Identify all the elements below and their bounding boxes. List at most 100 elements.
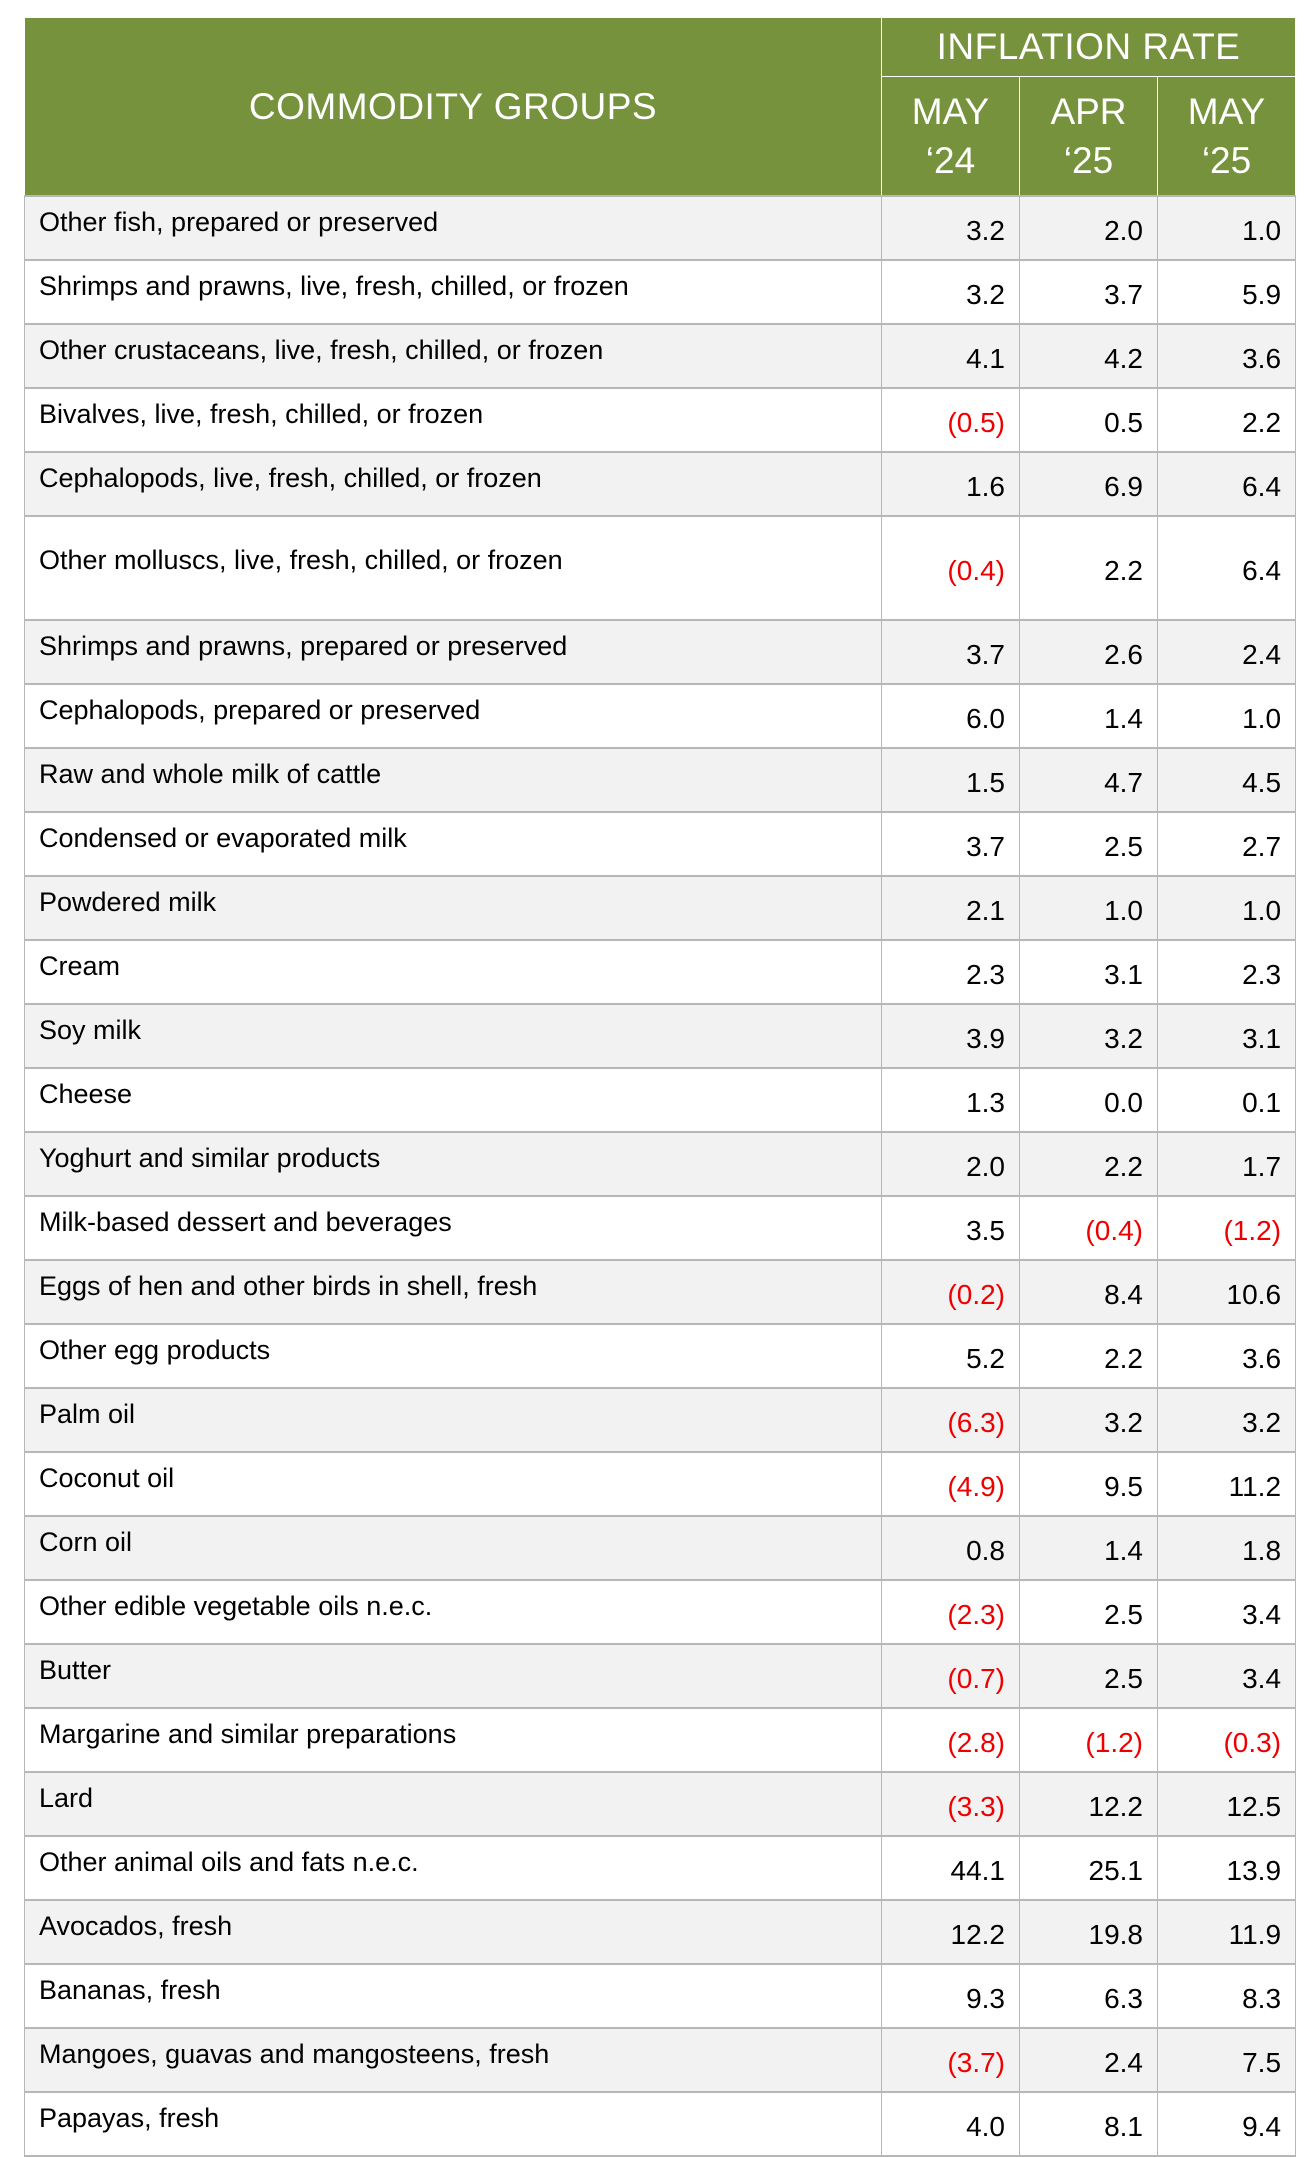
inflation-value: 2.7 [1156, 811, 1297, 877]
inflation-value: (4.9) [881, 1451, 1020, 1517]
inflation-value: 4.2 [1019, 323, 1158, 389]
inflation-value: 2.6 [1019, 619, 1158, 685]
inflation-value: (2.3) [881, 1579, 1020, 1645]
commodity-name: Other fish, prepared or preserved [24, 195, 882, 261]
inflation-value: 2.2 [1019, 515, 1158, 621]
inflation-value: 2.4 [1019, 2027, 1158, 2093]
inflation-value: 4.0 [881, 2091, 1020, 2157]
table-row: Bivalves, live, fresh, chilled, or froze… [24, 387, 1297, 453]
table-row: Lard (3.3) 12.2 12.5 [24, 1771, 1297, 1837]
period-month: MAY [1187, 91, 1266, 132]
commodity-name: Condensed or evaporated milk [24, 811, 882, 877]
commodity-name: Yoghurt and similar products [24, 1131, 882, 1197]
commodity-name: Cephalopods, live, fresh, chilled, or fr… [24, 451, 882, 517]
commodity-name: Other animal oils and fats n.e.c. [24, 1835, 882, 1901]
commodity-name: Avocados, fresh [24, 1899, 882, 1965]
inflation-value: 3.6 [1156, 1323, 1297, 1389]
table-row: Coconut oil (4.9) 9.5 11.2 [24, 1451, 1297, 1517]
commodity-name: Eggs of hen and other birds in shell, fr… [24, 1259, 882, 1325]
commodity-name: Milk-based dessert and beverages [24, 1195, 882, 1261]
inflation-value: 25.1 [1019, 1835, 1158, 1901]
inflation-value: 1.7 [1156, 1131, 1297, 1197]
inflation-value: 11.2 [1156, 1451, 1297, 1517]
inflation-value: 3.5 [881, 1195, 1020, 1261]
inflation-value: 1.8 [1156, 1515, 1297, 1581]
commodity-name: Other edible vegetable oils n.e.c. [24, 1579, 882, 1645]
inflation-value: 1.6 [881, 451, 1020, 517]
table-row: Cream 2.3 3.1 2.3 [24, 939, 1297, 1005]
inflation-value: 5.2 [881, 1323, 1020, 1389]
inflation-value: 6.3 [1019, 1963, 1158, 2029]
commodity-name: Other egg products [24, 1323, 882, 1389]
inflation-value: 3.1 [1156, 1003, 1297, 1069]
commodity-name: Powdered milk [24, 875, 882, 941]
table-row: Palm oil (6.3) 3.2 3.2 [24, 1387, 1297, 1453]
table-row: Other molluscs, live, fresh, chilled, or… [24, 515, 1297, 621]
commodity-name: Cephalopods, prepared or preserved [24, 683, 882, 749]
inflation-value: 8.3 [1156, 1963, 1297, 2029]
commodity-name: Soy milk [24, 1003, 882, 1069]
table-row: Other animal oils and fats n.e.c. 44.1 25.… [24, 1835, 1297, 1901]
inflation-value: 7.5 [1156, 2027, 1297, 2093]
table-row: Avocados, fresh 12.2 19.8 11.9 [24, 1899, 1297, 1965]
inflation-value: 0.5 [1019, 387, 1158, 453]
table-row: Yoghurt and similar products 2.0 2.2 1.7 [24, 1131, 1297, 1197]
inflation-value: 3.2 [1019, 1387, 1158, 1453]
inflation-value: 1.5 [881, 747, 1020, 813]
commodity-name: Papayas, fresh [24, 2091, 882, 2157]
inflation-value: 3.1 [1019, 939, 1158, 1005]
table-header: COMMODITY GROUPS INFLATION RATE MAY ‘24 … [24, 17, 1297, 197]
inflation-value: 5.9 [1156, 259, 1297, 325]
inflation-value: 3.7 [1019, 259, 1158, 325]
commodity-name: Other crustaceans, live, fresh, chilled,… [24, 323, 882, 389]
inflation-value: 11.9 [1156, 1899, 1297, 1965]
inflation-table-container: COMMODITY GROUPS INFLATION RATE MAY ‘24 … [24, 17, 1297, 2157]
inflation-value: 2.4 [1156, 619, 1297, 685]
table-row: Margarine and similar preparations (2.8)(… [24, 1707, 1297, 1773]
inflation-rate-header: INFLATION RATE [880, 17, 1297, 77]
inflation-value: (0.5) [881, 387, 1020, 453]
inflation-value: 19.8 [1019, 1899, 1158, 1965]
inflation-value: 3.6 [1156, 323, 1297, 389]
table-row: Cephalopods, live, fresh, chilled, or fr… [24, 451, 1297, 517]
commodity-name: Bivalves, live, fresh, chilled, or froze… [24, 387, 882, 453]
commodity-name: Cream [24, 939, 882, 1005]
period-month: APR [1050, 91, 1127, 132]
inflation-value: 6.0 [881, 683, 1020, 749]
table-row: Papayas, fresh 4.0 8.1 9.4 [24, 2091, 1297, 2157]
table-body: Other fish, prepared or preserved 3.2 2.0 1… [24, 195, 1297, 2157]
inflation-value: 2.3 [1156, 939, 1297, 1005]
inflation-value: 1.0 [1156, 683, 1297, 749]
inflation-value: 3.9 [881, 1003, 1020, 1069]
inflation-value: (1.2) [1019, 1707, 1158, 1773]
inflation-value: 0.0 [1019, 1067, 1158, 1133]
period-month: MAY [911, 91, 990, 132]
commodity-name: Margarine and similar preparations [24, 1707, 882, 1773]
commodity-name: Shrimps and prawns, prepared or preserve… [24, 619, 882, 685]
inflation-value: 3.2 [881, 259, 1020, 325]
table-row: Other crustaceans, live, fresh, chilled,… [24, 323, 1297, 389]
inflation-value: 1.0 [1019, 875, 1158, 941]
inflation-value: 44.1 [881, 1835, 1020, 1901]
table-row: Corn oil 0.8 1.4 1.8 [24, 1515, 1297, 1581]
inflation-value: 10.6 [1156, 1259, 1297, 1325]
inflation-value: 1.0 [1156, 875, 1297, 941]
inflation-value: 1.4 [1019, 683, 1158, 749]
inflation-value: 3.7 [881, 619, 1020, 685]
inflation-value: (0.7) [881, 1643, 1020, 1709]
table-row: Shrimps and prawns, prepared or preserve… [24, 619, 1297, 685]
inflation-value: 2.5 [1019, 1643, 1158, 1709]
commodity-name: Lard [24, 1771, 882, 1837]
table-row: Other edible vegetable oils n.e.c. (2.3) 2… [24, 1579, 1297, 1645]
inflation-value: 0.1 [1156, 1067, 1297, 1133]
inflation-value: (1.2) [1156, 1195, 1297, 1261]
inflation-value: 2.2 [1156, 387, 1297, 453]
period-year: ‘25 [1063, 140, 1114, 181]
inflation-value: 4.7 [1019, 747, 1158, 813]
inflation-value: 8.1 [1019, 2091, 1158, 2157]
table-row: Shrimps and prawns, live, fresh, chilled… [24, 259, 1297, 325]
inflation-value: 2.2 [1019, 1131, 1158, 1197]
table-row: Powdered milk 2.1 1.0 1.0 [24, 875, 1297, 941]
table-row: Other fish, prepared or preserved 3.2 2.0 1… [24, 195, 1297, 261]
inflation-value: 1.4 [1019, 1515, 1158, 1581]
